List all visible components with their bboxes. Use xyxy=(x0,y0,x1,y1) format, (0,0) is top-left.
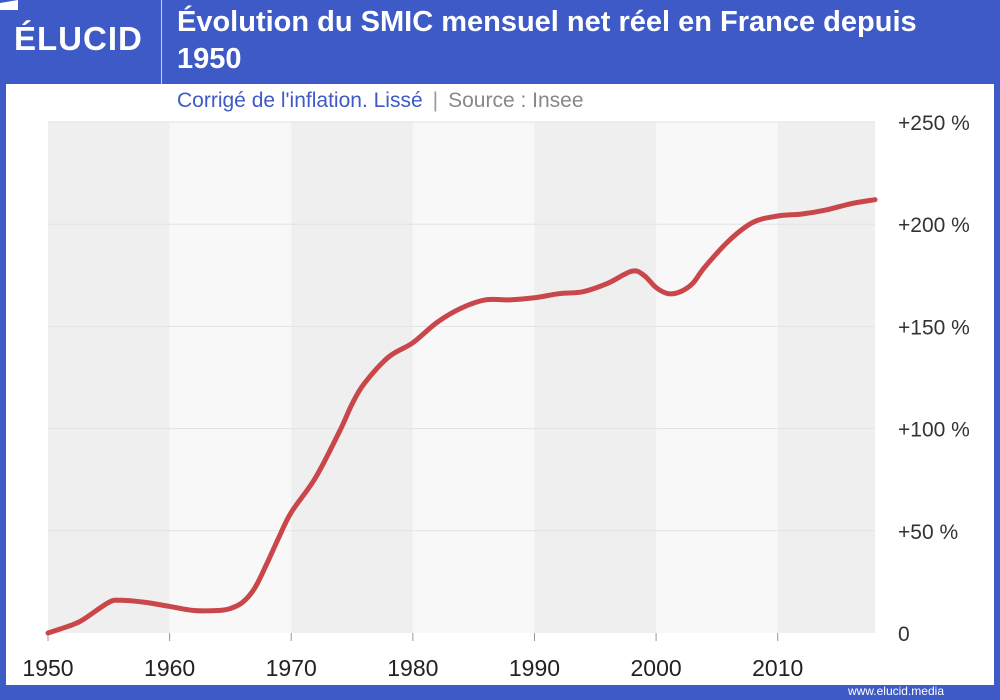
footer-url[interactable]: www.elucid.media xyxy=(847,684,944,698)
decade-band xyxy=(169,122,292,633)
chart-subtitle: Corrigé de l'inflation. Lissé | Source : I… xyxy=(177,89,584,113)
x-tick-label: 2000 xyxy=(631,655,682,681)
elucid-logo: ÉLUCID xyxy=(14,20,143,57)
decade-band xyxy=(534,122,657,633)
decade-band xyxy=(777,122,875,633)
y-tick-label: +50 % xyxy=(898,521,958,544)
x-tick-label: 1960 xyxy=(144,655,195,681)
source-label: Source : Insee xyxy=(448,89,584,112)
decade-band xyxy=(412,122,535,633)
y-tick-label: 0 xyxy=(898,623,910,646)
subtitle-note: Corrigé de l'inflation. Lissé xyxy=(177,89,423,112)
decade-band xyxy=(291,122,413,633)
x-tick-label: 1980 xyxy=(387,655,438,681)
y-tick-label: +150 % xyxy=(898,316,970,339)
header-divider xyxy=(161,0,162,84)
x-tick-label: 1990 xyxy=(509,655,560,681)
decade-band xyxy=(48,122,170,633)
y-tick-label: +200 % xyxy=(898,214,970,237)
subtitle-separator: | xyxy=(432,89,439,112)
chart-title: Évolution du SMIC mensuel net réel en Fr… xyxy=(177,6,917,75)
x-tick-label: 1970 xyxy=(266,655,317,681)
series-line-smic xyxy=(45,197,878,636)
elucid-flag-icon xyxy=(0,0,18,10)
y-tick-label: +250 % xyxy=(898,112,970,135)
x-tick-label: 2010 xyxy=(752,655,803,681)
decade-band xyxy=(656,122,778,633)
y-tick-label: +100 % xyxy=(898,419,970,442)
x-tick-label: 1950 xyxy=(22,655,73,681)
